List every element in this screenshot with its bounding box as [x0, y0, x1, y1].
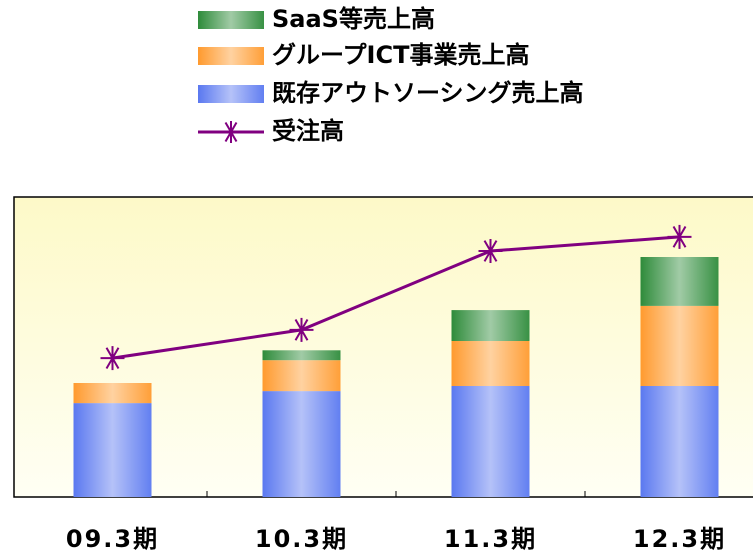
legend-swatch	[198, 85, 264, 103]
legend-marker	[220, 121, 242, 143]
bar-segment	[640, 305, 719, 386]
legend-label: 受注高	[272, 117, 344, 145]
line-marker	[478, 239, 503, 263]
x-tick-label: 11.3期	[444, 525, 537, 553]
bar-segment	[451, 341, 530, 386]
bar-segment	[451, 386, 530, 497]
bar-segment	[262, 391, 341, 497]
x-tick-label: 10.3期	[255, 525, 348, 553]
x-tick-label: 12.3期	[633, 525, 726, 553]
legend-swatch	[198, 11, 264, 29]
x-tick-label: 09.3期	[66, 525, 159, 553]
line-marker	[289, 317, 314, 342]
bar-segment	[262, 350, 341, 361]
line-marker	[667, 224, 692, 249]
legend-label: グループICT事業売上高	[272, 41, 529, 69]
legend-swatch	[198, 47, 264, 65]
line-marker	[100, 346, 125, 371]
legend-label: 既存アウトソーシング売上高	[272, 79, 584, 107]
line	[112, 235, 680, 360]
legend-label: SaaS等売上高	[272, 5, 435, 33]
bar-segment	[640, 386, 719, 497]
bar-segment	[451, 310, 530, 341]
bar-segment	[73, 383, 152, 404]
bar-segment	[73, 403, 152, 497]
bar-segment	[262, 360, 341, 392]
bar-segment	[640, 257, 719, 306]
